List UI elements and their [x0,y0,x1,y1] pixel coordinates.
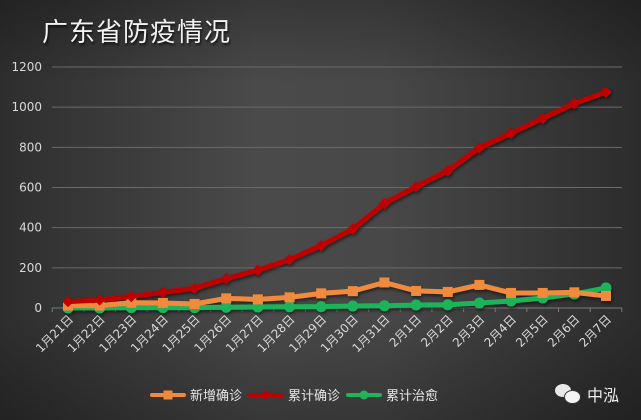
data-point [189,298,200,309]
x-tick-label: 2月4日 [482,312,520,350]
legend-label: 新增确诊 [190,389,243,404]
legend: 新增确诊 累计确诊 累计治愈 [150,385,438,404]
data-point [411,285,422,296]
x-tick-label: 2月7日 [576,312,614,350]
data-point [157,286,169,298]
data-point [410,299,422,311]
wechat-icon [555,384,581,404]
legend-label: 累计治愈 [386,389,439,404]
x-tick-label: 2月2日 [418,312,456,350]
legend-item-new-confirmed: 新增确诊 [150,385,242,404]
data-point [378,300,390,312]
data-point [410,181,422,193]
series-1 [62,86,612,308]
data-point [284,292,295,303]
series-lines [62,86,612,314]
data-point [569,287,580,298]
gridlines [52,66,622,269]
data-point [473,297,485,309]
x-tick-label: 2月1日 [387,312,425,350]
y-tick-label: 1200 [11,60,42,74]
legend-item-total-confirmed: 累计确诊 [248,385,340,404]
data-point [505,127,517,139]
data-point [506,287,517,298]
data-point [600,282,612,294]
data-point [442,286,453,297]
data-point [252,294,263,305]
data-point [157,297,168,308]
square-marker-icon [150,390,186,399]
data-point [379,277,390,288]
y-axis: 0 200 400 600 800 1000 1200 [11,60,42,315]
data-point [474,279,485,290]
chart-title: 广东省防疫情况 [42,18,232,48]
data-point [378,197,391,210]
circle-marker-icon [346,390,383,399]
legend-item-total-recovered: 累计治愈 [346,385,438,404]
diamond-marker-icon [248,389,285,400]
y-tick-label: 600 [19,181,42,195]
data-point [316,288,327,299]
y-tick-label: 0 [34,301,42,315]
data-point [220,273,232,285]
data-point [188,282,201,294]
y-tick-label: 1000 [11,100,42,114]
legend-label: 累计确诊 [288,389,341,404]
data-point [505,295,517,307]
data-point [601,290,611,301]
y-tick-label: 800 [19,140,42,154]
data-point [125,290,137,303]
data-point [442,299,454,311]
y-tick-label: 200 [19,261,42,275]
x-axis: 1月21日1月22日1月23日1月24日1月25日1月26日1月27日1月28日… [33,307,623,355]
data-point [315,239,327,252]
data-point [284,301,296,313]
watermark: 中泓 [555,382,619,406]
data-point [126,297,137,308]
x-tick-label: 2月5日 [513,312,551,350]
data-point [473,142,486,154]
x-tick-label: 2月6日 [545,312,583,350]
watermark-text: 中泓 [587,386,620,405]
x-tick-label: 2月3日 [450,312,488,350]
data-point [347,223,359,235]
data-point [221,293,232,304]
y-tick-label: 400 [19,221,42,235]
data-point [220,301,232,313]
data-point [442,165,454,177]
data-point [347,300,359,312]
data-point [537,287,548,298]
data-point [347,286,358,297]
data-point [252,264,264,276]
data-point [315,301,327,313]
